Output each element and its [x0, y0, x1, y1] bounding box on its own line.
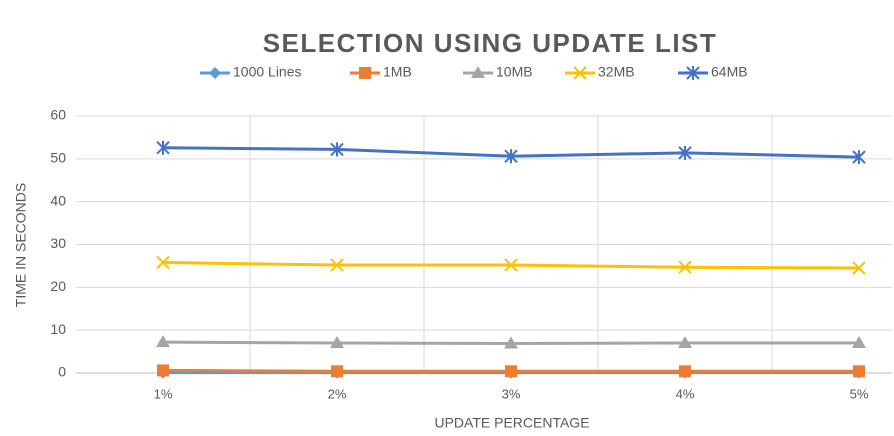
legend-label: 10MB — [496, 64, 533, 80]
legend-label: 64MB — [711, 64, 748, 80]
point-marker — [156, 255, 170, 270]
y-tick-label: 10 — [50, 321, 66, 337]
point-marker — [852, 336, 866, 349]
x-axis-label: UPDATE PERCENTAGE — [434, 415, 589, 431]
legend-marker — [209, 67, 221, 79]
point-marker — [505, 365, 517, 378]
legend-marker — [686, 66, 700, 80]
x-tick-label: 1% — [154, 386, 173, 401]
legend-marker — [359, 67, 371, 79]
point-marker — [156, 335, 170, 348]
legend-label: 1000 Lines — [233, 64, 302, 80]
legend-marker — [573, 66, 587, 80]
chart-title: SELECTION USING UPDATE LIST — [263, 28, 718, 58]
y-tick-label: 60 — [50, 107, 66, 123]
point-marker — [504, 258, 518, 272]
legend-label: 32MB — [598, 64, 635, 80]
y-tick-label: 40 — [50, 192, 66, 208]
point-marker — [852, 261, 866, 275]
point-marker — [330, 142, 344, 157]
point-marker — [504, 149, 518, 164]
point-marker — [156, 140, 170, 155]
point-marker — [678, 145, 692, 160]
legend-label: 1MB — [383, 64, 412, 80]
point-marker — [678, 336, 692, 349]
y-axis-label: TIME IN SECONDS — [13, 183, 29, 307]
legend-marker — [471, 66, 485, 78]
x-tick-label: 3% — [502, 386, 521, 401]
y-tick-label: 50 — [50, 150, 66, 166]
y-tick-label: 30 — [50, 235, 66, 251]
point-marker — [852, 150, 866, 165]
x-tick-label: 5% — [850, 386, 869, 401]
point-marker — [331, 365, 343, 378]
point-marker — [678, 260, 692, 274]
point-marker — [330, 336, 344, 349]
y-tick-label: 0 — [58, 364, 66, 380]
point-marker — [679, 365, 691, 378]
point-marker — [330, 258, 344, 272]
point-marker — [157, 364, 169, 377]
x-tick-label: 2% — [328, 386, 347, 401]
point-marker — [504, 336, 518, 349]
point-marker — [853, 365, 865, 378]
y-tick-label: 20 — [50, 278, 66, 294]
x-tick-label: 4% — [676, 386, 695, 401]
